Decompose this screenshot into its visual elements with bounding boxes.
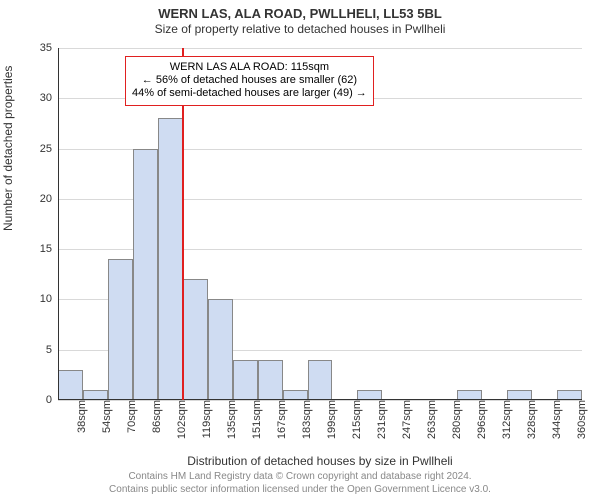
x-tick-label: 328sqm [520,400,538,439]
x-tick-label: 119sqm [195,400,213,438]
y-tick-label: 35 [40,42,58,54]
chart-subtitle: Size of property relative to detached ho… [0,22,600,36]
x-tick-label: 231sqm [370,400,388,439]
chart-container: WERN LAS, ALA ROAD, PWLLHELI, LL53 5BL S… [0,0,600,500]
annotation-line: ← 56% of detached houses are smaller (62… [132,74,367,87]
bar [233,360,258,400]
y-tick-label: 30 [40,92,58,104]
gridline [58,48,582,49]
y-tick-label: 0 [46,394,58,406]
annotation-box: WERN LAS ALA ROAD: 115sqm← 56% of detach… [125,56,374,106]
x-tick-label: 312sqm [495,400,513,439]
annotation-line: 44% of semi-detached houses are larger (… [132,87,367,100]
bar [183,279,208,400]
y-axis-line [58,48,59,400]
y-tick-label: 20 [40,193,58,205]
x-tick-label: 54sqm [95,400,113,433]
footer-line-2: Contains public sector information licen… [0,483,600,496]
x-tick-label: 151sqm [245,400,263,439]
x-tick-label: 38sqm [70,400,88,433]
x-tick-label: 280sqm [445,400,463,439]
chart-title: WERN LAS, ALA ROAD, PWLLHELI, LL53 5BL [0,0,600,22]
x-axis-label: Distribution of detached houses by size … [58,454,582,468]
y-tick-label: 5 [46,344,58,356]
bar [158,118,183,400]
y-tick-label: 15 [40,243,58,255]
x-tick-label: 344sqm [545,400,563,439]
bar [108,259,133,400]
x-tick-label: 215sqm [345,400,363,439]
x-tick-label: 360sqm [570,400,588,439]
x-tick-label: 183sqm [295,400,313,439]
annotation-line: WERN LAS ALA ROAD: 115sqm [132,61,367,74]
x-tick-label: 247sqm [395,400,413,439]
x-axis-line [58,399,582,400]
x-tick-label: 135sqm [220,400,238,439]
y-tick-label: 25 [40,143,58,155]
bar [208,299,233,400]
y-tick-label: 10 [40,293,58,305]
bar [308,360,333,400]
x-tick-label: 199sqm [320,400,338,439]
x-tick-label: 102sqm [170,400,188,439]
y-axis-label: Number of detached properties [1,215,15,231]
footer-text: Contains HM Land Registry data © Crown c… [0,470,600,496]
x-tick-label: 86sqm [145,400,163,433]
bar [258,360,283,400]
x-tick-label: 70sqm [120,400,138,433]
footer-line-1: Contains HM Land Registry data © Crown c… [0,470,600,483]
x-tick-label: 167sqm [270,400,288,439]
bar [58,370,83,400]
x-tick-label: 296sqm [470,400,488,439]
bar [133,149,158,400]
x-tick-label: 263sqm [420,400,438,439]
